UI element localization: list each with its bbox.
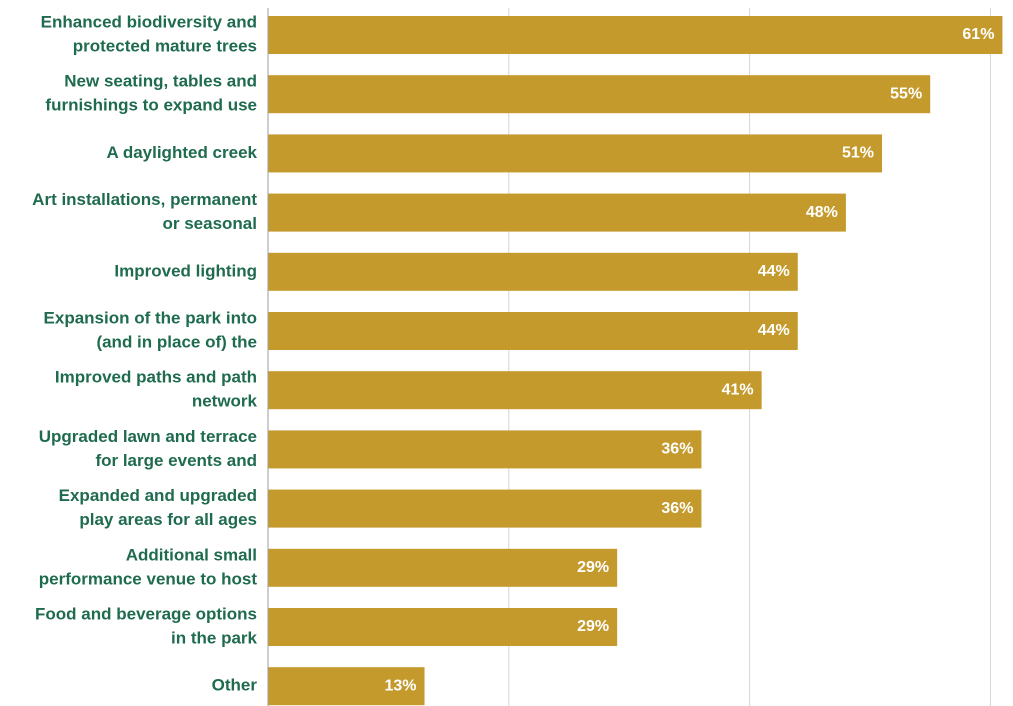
category-label: Expanded and upgraded [59, 486, 257, 505]
bar [268, 489, 702, 528]
category-label: play areas for all ages [79, 510, 257, 529]
bar [268, 548, 618, 587]
bar [268, 75, 931, 114]
bar [268, 16, 1003, 54]
bar [268, 608, 618, 646]
data-label: 36% [661, 441, 693, 458]
data-label: 41% [722, 381, 754, 398]
category-label: Food and beverage options [35, 604, 257, 623]
data-label: 48% [806, 204, 838, 221]
category-label: New seating, tables and [64, 72, 257, 91]
bar [268, 134, 883, 173]
category-label: for large events and [95, 451, 257, 470]
category-label: Upgraded lawn and terrace [39, 427, 257, 446]
bars [268, 16, 1003, 706]
category-label: Art installations, permanent [32, 190, 257, 209]
category-label: A daylighted creek [106, 143, 257, 162]
category-label: in the park [171, 628, 258, 647]
data-label: 13% [384, 677, 416, 694]
data-label: 29% [577, 618, 609, 635]
data-label: 51% [842, 145, 874, 162]
value-labels: 61% 55% 51% 48% 44% 44% 41% 36% 36% 29% 29% 13% [384, 26, 994, 694]
gridlines [508, 8, 991, 706]
bar [268, 312, 798, 350]
category-label: Additional small [126, 545, 257, 564]
category-label: network [192, 392, 258, 411]
data-label: 61% [962, 26, 994, 43]
bar [268, 430, 702, 469]
category-label: performance venue to host [39, 569, 258, 588]
category-label: protected mature trees [73, 36, 257, 55]
category-label: Expansion of the park into [44, 308, 257, 327]
data-label: 44% [758, 263, 790, 280]
data-label: 55% [890, 85, 922, 102]
bar [268, 371, 762, 410]
category-label: furnishings to expand use [45, 96, 257, 115]
data-label: 44% [758, 322, 790, 339]
category-label: Improved paths and path [55, 368, 257, 387]
category-labels: Enhanced biodiversity and protected matur… [32, 12, 257, 694]
bar [268, 193, 846, 232]
category-label: Other [212, 676, 258, 695]
bar [268, 667, 425, 706]
category-label: (and in place of) the [96, 332, 257, 351]
data-label: 29% [577, 559, 609, 576]
category-label: Improved lighting [114, 261, 257, 280]
category-label: or seasonal [163, 214, 258, 233]
data-label: 36% [661, 500, 693, 517]
category-label: Enhanced biodiversity and [41, 12, 257, 31]
bar [268, 252, 798, 291]
